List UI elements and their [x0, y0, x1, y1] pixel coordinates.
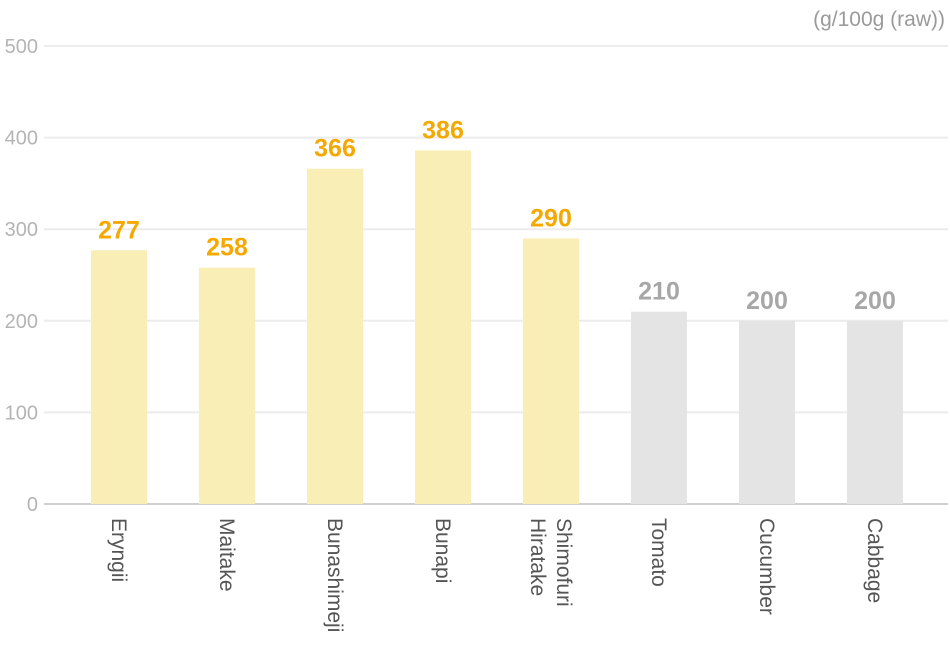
- bar-cabbage: [847, 320, 903, 504]
- bar-bunashimeji: [307, 168, 363, 504]
- data-label: 290: [530, 204, 572, 232]
- data-label: 277: [98, 216, 140, 244]
- x-tick-label-line: Bunashimeji: [323, 518, 346, 632]
- x-tick-label-line: Shimofuri: [552, 518, 575, 607]
- y-tick-label: 300: [5, 219, 38, 241]
- y-tick-label: 0: [27, 494, 38, 516]
- data-label: 258: [206, 234, 248, 262]
- x-tick-label-line: Cabbage: [863, 518, 886, 603]
- bar-layer: [91, 150, 903, 505]
- bar-cucumber: [739, 320, 795, 504]
- data-label: 200: [746, 287, 788, 315]
- x-tick-label: Eryngii: [107, 518, 130, 582]
- data-label: 210: [638, 278, 680, 306]
- data-label: 386: [422, 116, 464, 144]
- x-tick-label-line: Tomato: [647, 518, 670, 587]
- bar-tomato: [631, 311, 687, 504]
- data-label: 366: [314, 135, 356, 163]
- x-tick-label: Bunapi: [431, 518, 454, 583]
- x-tick-label-line: Cucumber: [755, 518, 778, 615]
- grid-layer: 0 100 200 300 400 500: [5, 36, 948, 516]
- data-label: 200: [854, 287, 896, 315]
- x-tick-label: Maitake: [215, 518, 238, 592]
- bar-maitake: [199, 267, 255, 504]
- y-tick-label: 500: [5, 36, 38, 58]
- x-tick-label-line: Maitake: [215, 518, 238, 592]
- x-tick-label-line: Eryngii: [107, 518, 130, 582]
- x-tick-label-line: Bunapi: [431, 518, 454, 583]
- x-tick-label: Bunashimeji: [323, 518, 346, 632]
- y-tick-label: 400: [5, 128, 38, 150]
- bar-shimofuri-hiratake: [523, 238, 579, 505]
- bar-bunapi: [415, 150, 471, 504]
- y-tick-label: 200: [5, 311, 38, 333]
- unit-label: (g/100g (raw)): [813, 8, 945, 31]
- x-tick-label: Tomato: [647, 518, 670, 587]
- x-tick-label: Cabbage: [863, 518, 886, 603]
- bar-eryngii: [91, 250, 147, 504]
- y-tick-label: 100: [5, 402, 38, 424]
- x-tick-label: Cucumber: [755, 518, 778, 615]
- label-layer: 277 Eryngii 258 Maitake 366 Bunashimeji 386 Bun…: [98, 116, 896, 632]
- x-tick-label-line: Hiratake: [526, 518, 549, 596]
